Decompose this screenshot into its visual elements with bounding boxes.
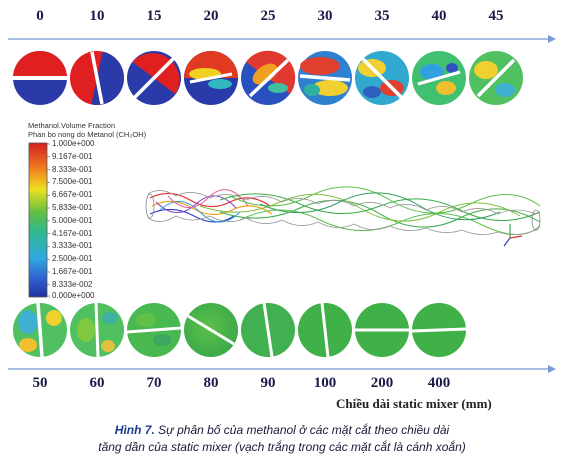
caption-text-1: Sự phân bố của methanol ở các mặt cắt th… bbox=[154, 423, 450, 437]
caption-figure-label: Hình 7. bbox=[114, 423, 155, 437]
legend-value: 1.667e-001 bbox=[52, 267, 93, 276]
bottom-label-50: 50 bbox=[32, 375, 48, 391]
top-label-40: 40 bbox=[431, 8, 447, 24]
static-mixer-model bbox=[145, 186, 541, 247]
caption-line-2: tăng dần của static mixer (vạch trắng tr… bbox=[98, 440, 466, 454]
bottom-label-400: 400 bbox=[427, 375, 451, 391]
bottom-label-60: 60 bbox=[89, 375, 105, 391]
section-40-mm bbox=[412, 51, 466, 105]
bottom-label-100: 100 bbox=[313, 375, 337, 391]
bottom-label-70: 70 bbox=[146, 375, 162, 391]
bottom-axis-arrow bbox=[548, 365, 556, 373]
legend-subtitle: Phan bo nong do Metanol (CH₃OH) bbox=[28, 130, 147, 139]
top-label-45: 45 bbox=[488, 8, 504, 24]
legend-colorbar bbox=[28, 142, 48, 298]
bottom-label-90: 90 bbox=[260, 375, 276, 391]
section-0-mm bbox=[13, 51, 67, 105]
top-label-25: 25 bbox=[260, 8, 276, 24]
top-label-0: 0 bbox=[36, 8, 44, 24]
section-25-mm bbox=[241, 50, 296, 105]
top-label-15: 15 bbox=[146, 8, 162, 24]
legend-value: 0.000e+000 bbox=[52, 291, 95, 300]
legend-value: 4.167e-001 bbox=[52, 228, 93, 238]
top-label-10: 10 bbox=[89, 8, 105, 24]
caption-line-1: Hình 7. Sự phân bố của methanol ở các mặ… bbox=[0, 422, 564, 439]
legend-value: 9.167e-001 bbox=[52, 151, 93, 161]
legend-value: 7.500e-001 bbox=[52, 177, 93, 187]
legend-value: 6.667e-001 bbox=[52, 190, 93, 200]
legend-ticks bbox=[47, 143, 50, 297]
legend-value: 3.333e-001 bbox=[52, 241, 93, 251]
section-50-mm bbox=[13, 302, 67, 358]
section-100-mm bbox=[298, 302, 352, 358]
top-axis-arrow bbox=[548, 35, 556, 43]
legend-value: 2.500e-001 bbox=[52, 254, 93, 264]
section-200-mm bbox=[355, 303, 409, 357]
section-45-mm bbox=[469, 51, 523, 105]
top-label-35: 35 bbox=[374, 8, 390, 24]
legend-value: 5.000e-001 bbox=[52, 215, 93, 225]
legend-labels: 1.000e+000 9.167e-001 8.333e-001 7.500e-… bbox=[52, 139, 122, 307]
section-90-mm bbox=[241, 302, 295, 358]
top-label-30: 30 bbox=[317, 8, 333, 24]
section-20-mm bbox=[184, 51, 238, 105]
legend-value: 8.333e-001 bbox=[52, 164, 93, 174]
legend-value: 8.333e-002 bbox=[52, 279, 93, 289]
section-10-mm bbox=[70, 51, 124, 105]
section-60-mm bbox=[70, 302, 124, 358]
section-80-mm bbox=[184, 303, 238, 357]
legend-title: Methanol.Volume Fraction bbox=[28, 121, 116, 130]
top-label-20: 20 bbox=[203, 8, 219, 24]
section-30-mm bbox=[298, 51, 352, 105]
figure-caption: Hình 7. Sự phân bố của methanol ở các mặ… bbox=[0, 422, 564, 456]
bottom-label-200: 200 bbox=[370, 375, 394, 391]
section-15-mm bbox=[127, 51, 181, 105]
x-axis-title: Chiều dài static mixer (mm) bbox=[336, 396, 492, 411]
bottom-label-80: 80 bbox=[203, 375, 219, 391]
legend-value: 1.000e+000 bbox=[52, 139, 95, 148]
legend-value: 5.833e-001 bbox=[52, 203, 93, 212]
section-70-mm bbox=[126, 303, 182, 357]
section-400-mm bbox=[411, 303, 467, 357]
section-35-mm bbox=[355, 51, 409, 105]
